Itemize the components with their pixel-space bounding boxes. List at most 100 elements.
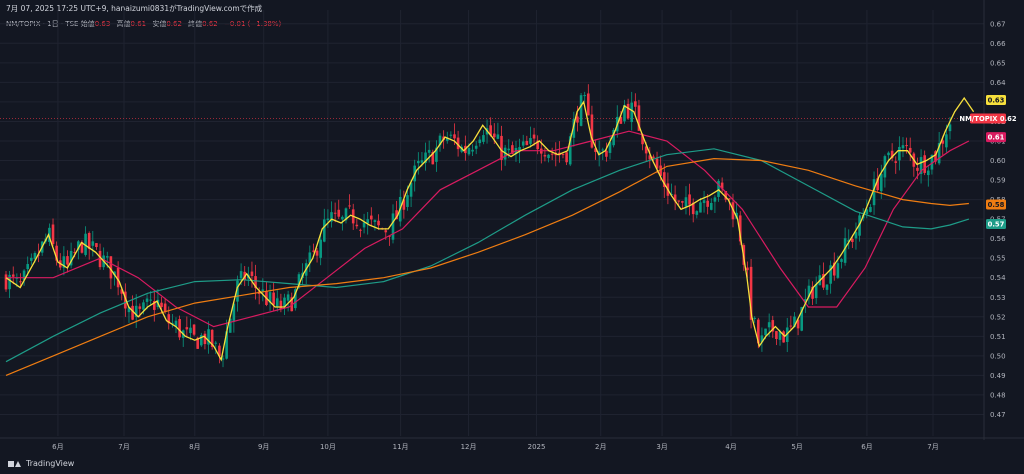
- candle-body: [315, 250, 319, 256]
- candle-body: [185, 327, 189, 330]
- candle-body: [417, 161, 420, 164]
- candle-body: [322, 219, 326, 242]
- candle-body: [55, 245, 58, 261]
- candle-body: [843, 238, 847, 263]
- candle-body: [709, 202, 713, 210]
- candle-body: [200, 335, 203, 346]
- candle-body: [395, 210, 398, 220]
- candle-body: [359, 229, 362, 231]
- candle-body: [19, 281, 22, 283]
- candle-body: [203, 333, 207, 345]
- tradingview-logo[interactable]: TradingView: [8, 459, 74, 468]
- candle-body: [822, 273, 825, 288]
- candle-body: [236, 280, 239, 302]
- candle-body: [941, 140, 945, 144]
- candle-body: [717, 180, 720, 197]
- y-tick-label: 0.48: [990, 391, 1006, 399]
- candle-body: [894, 161, 898, 163]
- candle-body: [869, 206, 872, 212]
- candle-body: [294, 289, 297, 309]
- candle-body: [793, 316, 796, 328]
- candle-body: [431, 151, 435, 165]
- candle-body: [355, 224, 359, 227]
- candle-body: [120, 289, 124, 294]
- candle-body: [930, 154, 934, 170]
- candle-body: [597, 151, 601, 155]
- y-tick-label: 0.49: [990, 372, 1006, 380]
- candle-body: [800, 306, 804, 331]
- candle-body: [348, 205, 351, 207]
- y-tick-label: 0.66: [990, 40, 1006, 48]
- tradingview-icon: [8, 460, 22, 468]
- candle-body: [908, 147, 912, 153]
- candle-body: [492, 133, 496, 138]
- candle-body: [116, 267, 120, 288]
- candle-body: [239, 271, 243, 279]
- candle-body: [286, 294, 290, 301]
- header-time: 17:25 UTC+9: [56, 4, 107, 13]
- candle-body: [923, 155, 926, 173]
- candle-body: [406, 195, 409, 207]
- candle-body: [767, 322, 771, 328]
- candle-body: [623, 104, 626, 122]
- candle-body: [124, 291, 127, 309]
- candle-body: [221, 358, 225, 360]
- candle-body: [728, 198, 731, 200]
- axes: 0.670.660.650.640.630.620.610.600.590.58…: [0, 0, 1024, 451]
- candle-body: [77, 241, 80, 250]
- candle-body: [713, 197, 717, 202]
- candle-body: [362, 222, 366, 228]
- candle-body: [677, 200, 681, 202]
- candle-body: [655, 158, 659, 169]
- candle-body: [854, 232, 858, 239]
- candle-body: [847, 239, 851, 242]
- candle-body: [738, 215, 742, 242]
- candle-body: [297, 274, 301, 288]
- header-author: hanaizumi0831がTradingView.comで作成: [111, 4, 263, 13]
- y-tick-label: 0.55: [990, 255, 1006, 263]
- candle-body: [576, 116, 579, 123]
- candle-body: [811, 286, 814, 299]
- candle-body: [568, 136, 572, 165]
- price-tag: [986, 219, 1006, 229]
- candle-body: [51, 224, 55, 245]
- candle-body: [681, 201, 684, 203]
- candle-body: [500, 135, 503, 160]
- candle-body: [652, 156, 655, 158]
- candle-body: [283, 297, 286, 307]
- candle-body: [782, 331, 785, 343]
- candle-body: [749, 266, 753, 320]
- candle-body: [80, 242, 84, 253]
- candle-body: [605, 150, 608, 157]
- candle-body: [532, 134, 536, 139]
- candle-body: [214, 342, 218, 344]
- fast-average: [5, 96, 975, 362]
- candle-body: [308, 252, 312, 263]
- x-tick-label: 6月: [52, 443, 63, 451]
- candle-body: [105, 256, 109, 258]
- candle-body: [232, 303, 236, 322]
- candle-body: [312, 250, 315, 252]
- candle-body: [152, 301, 156, 310]
- candle-body: [174, 320, 178, 327]
- candle-body: [160, 302, 163, 308]
- candle-body: [814, 283, 818, 299]
- candle-body: [272, 292, 275, 305]
- candle-body: [445, 137, 449, 141]
- candle-body: [872, 179, 876, 206]
- candle-body: [601, 149, 605, 151]
- candle-body: [594, 148, 597, 152]
- candle-body: [550, 153, 554, 155]
- candle-body: [916, 167, 919, 171]
- candle-body: [171, 322, 174, 324]
- candle-body: [131, 305, 134, 320]
- candles: [4, 84, 952, 368]
- y-tick-label: 0.60: [990, 157, 1006, 165]
- candle-body: [724, 191, 728, 200]
- candle-body: [829, 265, 832, 284]
- candle-body: [163, 303, 167, 312]
- candle-body: [326, 218, 330, 221]
- candle-body: [73, 252, 77, 254]
- candle-body: [4, 274, 8, 290]
